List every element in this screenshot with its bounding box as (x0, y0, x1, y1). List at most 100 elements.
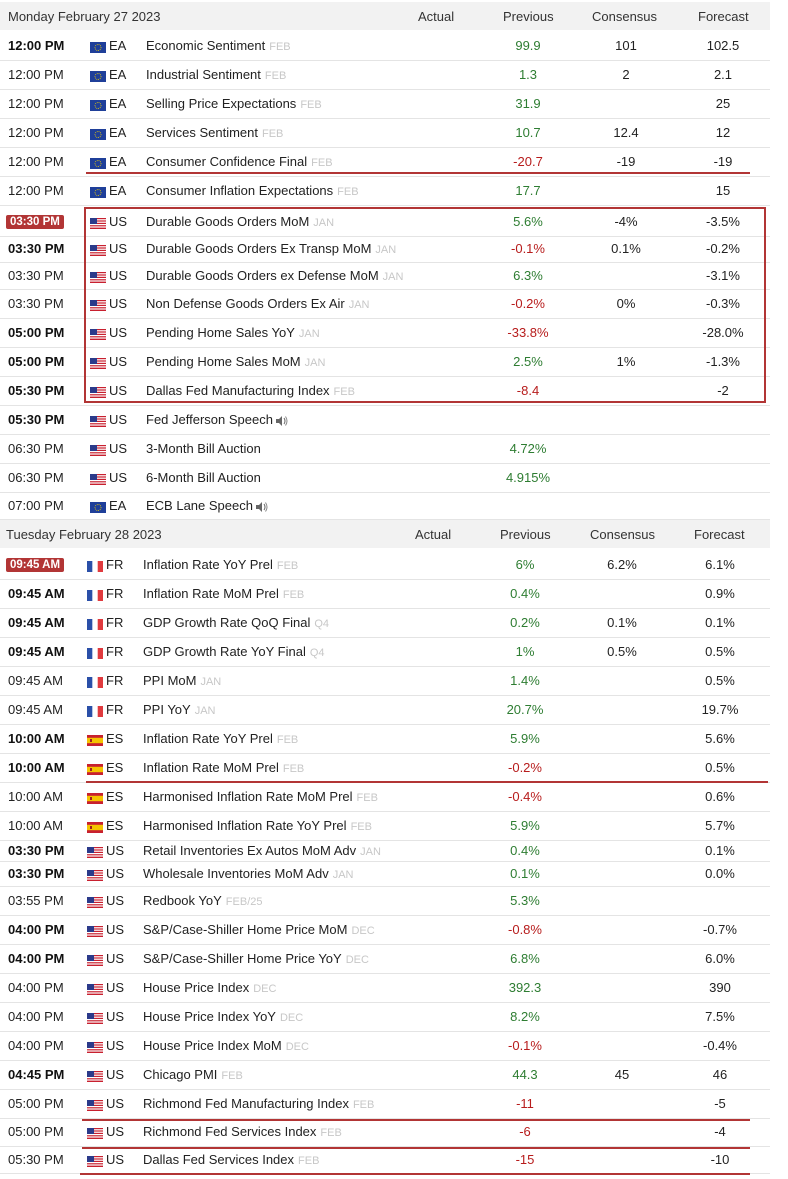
calendar-row[interactable]: 03:55 PM US Redbook YoY FEB/25 5.3% (0, 886, 770, 916)
event-item[interactable]: Retail Inventories Ex Autos MoM Adv JAN (143, 843, 381, 858)
calendar-row[interactable]: 04:00 PM US House Price Index DEC 392.3 390 (0, 973, 770, 1003)
event-name[interactable]: Pending Home Sales YoY (146, 325, 295, 340)
event-item[interactable]: Chicago PMI FEB (143, 1067, 243, 1082)
calendar-row[interactable]: 04:45 PM US Chicago PMI FEB 44.3 45 46 (0, 1060, 770, 1090)
event-item[interactable]: Selling Price Expectations FEB (146, 96, 322, 111)
event-item[interactable]: House Price Index MoM DEC (143, 1038, 309, 1053)
event-item[interactable]: PPI YoY JAN (143, 702, 216, 717)
event-item[interactable]: Economic Sentiment FEB (146, 38, 291, 53)
calendar-row[interactable]: 09:45 AM FR Inflation Rate YoY Prel FEB 6% 6.… (0, 550, 770, 580)
event-item[interactable]: GDP Growth Rate YoY Final Q4 (143, 644, 325, 659)
calendar-row[interactable]: 09:45 AM FR GDP Growth Rate QoQ Final Q4 0.2… (0, 608, 770, 638)
calendar-row[interactable]: 05:00 PM US Pending Home Sales YoY JAN -33.8… (0, 318, 770, 348)
event-name[interactable]: Economic Sentiment (146, 38, 266, 53)
event-item[interactable]: Inflation Rate MoM Prel FEB (143, 760, 304, 775)
event-name[interactable]: GDP Growth Rate YoY Final (143, 644, 306, 659)
calendar-row[interactable]: 12:00 PM EA Services Sentiment FEB 10.7 12.4 1… (0, 118, 770, 148)
event-name[interactable]: Richmond Fed Manufacturing Index (143, 1096, 349, 1111)
calendar-row[interactable]: 06:30 PM US 6-Month Bill Auction 4.915% (0, 463, 770, 493)
event-name[interactable]: Harmonised Inflation Rate YoY Prel (143, 818, 347, 833)
event-name[interactable]: Fed Jefferson Speech (146, 412, 273, 427)
calendar-row[interactable]: 05:00 PM US Richmond Fed Manufacturing Ind… (0, 1089, 770, 1119)
event-name[interactable]: Richmond Fed Services Index (143, 1124, 317, 1139)
calendar-row[interactable]: 09:45 AM FR GDP Growth Rate YoY Final Q4 1% 0… (0, 637, 770, 667)
event-name[interactable]: Non Defense Goods Orders Ex Air (146, 296, 345, 311)
event-name[interactable]: Retail Inventories Ex Autos MoM Adv (143, 843, 357, 858)
event-item[interactable]: Inflation Rate YoY Prel FEB (143, 557, 298, 572)
event-item[interactable]: Inflation Rate YoY Prel FEB (143, 731, 298, 746)
calendar-row[interactable]: 03:30 PM US Retail Inventories Ex Autos Mo… (0, 840, 770, 862)
calendar-row[interactable]: 12:00 PM EA Consumer Confidence Final FEB -2… (0, 147, 770, 177)
event-item[interactable]: Harmonised Inflation Rate YoY Prel FEB (143, 818, 372, 833)
event-item[interactable]: Non Defense Goods Orders Ex Air JAN (146, 296, 369, 311)
calendar-row[interactable]: 12:00 PM EA Industrial Sentiment FEB 1.3 2 2.1 (0, 60, 770, 90)
event-item[interactable]: Inflation Rate MoM Prel FEB (143, 586, 304, 601)
calendar-row[interactable]: 03:30 PM US Durable Goods Orders ex Defens… (0, 262, 770, 290)
event-item[interactable]: ECB Lane Speech (146, 498, 268, 513)
event-name[interactable]: PPI YoY (143, 702, 191, 717)
event-name[interactable]: House Price Index MoM (143, 1038, 282, 1053)
event-item[interactable]: Consumer Confidence Final FEB (146, 154, 333, 169)
event-name[interactable]: Inflation Rate YoY Prel (143, 731, 273, 746)
event-name[interactable]: Inflation Rate YoY Prel (143, 557, 273, 572)
calendar-row[interactable]: 03:30 PM US Durable Goods Orders Ex Transp… (0, 236, 770, 263)
event-name[interactable]: Chicago PMI (143, 1067, 218, 1082)
event-item[interactable]: Fed Jefferson Speech (146, 412, 288, 427)
event-name[interactable]: Wholesale Inventories MoM Adv (143, 866, 329, 881)
event-name[interactable]: Redbook YoY (143, 893, 222, 908)
calendar-row[interactable]: 05:00 PM US Pending Home Sales MoM JAN 2.5% 1… (0, 347, 770, 377)
event-item[interactable]: Durable Goods Orders Ex Transp MoM JAN (146, 241, 396, 256)
event-item[interactable]: PPI MoM JAN (143, 673, 221, 688)
event-item[interactable]: House Price Index YoY DEC (143, 1009, 303, 1024)
calendar-row[interactable]: 10:00 AM ES Harmonised Inflation Rate YoY … (0, 811, 770, 841)
calendar-row[interactable]: 09:45 AM FR Inflation Rate MoM Prel FEB 0.4%… (0, 579, 770, 609)
event-item[interactable]: 6-Month Bill Auction (146, 470, 261, 485)
event-name[interactable]: ECB Lane Speech (146, 498, 253, 513)
calendar-row[interactable]: 05:30 PM US Fed Jefferson Speech (0, 405, 770, 435)
event-name[interactable]: S&P/Case-Shiller Home Price MoM (143, 922, 348, 937)
event-name[interactable]: 3-Month Bill Auction (146, 441, 261, 456)
calendar-row[interactable]: 04:00 PM US House Price Index YoY DEC 8.2% 7.… (0, 1002, 770, 1032)
calendar-row[interactable]: 10:00 AM ES Harmonised Inflation Rate MoM … (0, 782, 770, 812)
calendar-row[interactable]: 10:00 AM ES Inflation Rate YoY Prel FEB 5.9%… (0, 724, 770, 754)
event-item[interactable]: Durable Goods Orders ex Defense MoM JAN (146, 268, 403, 283)
event-item[interactable]: Wholesale Inventories MoM Adv JAN (143, 866, 353, 881)
event-item[interactable]: Pending Home Sales MoM JAN (146, 354, 325, 369)
event-item[interactable]: Services Sentiment FEB (146, 125, 283, 140)
event-name[interactable]: Dallas Fed Manufacturing Index (146, 383, 330, 398)
event-name[interactable]: Industrial Sentiment (146, 67, 261, 82)
event-name[interactable]: Inflation Rate MoM Prel (143, 586, 279, 601)
calendar-row[interactable]: 04:00 PM US House Price Index MoM DEC -0.1% -… (0, 1031, 770, 1061)
event-item[interactable]: Pending Home Sales YoY JAN (146, 325, 320, 340)
event-name[interactable]: House Price Index YoY (143, 1009, 276, 1024)
event-item[interactable]: Dallas Fed Services Index FEB (143, 1152, 319, 1167)
event-name[interactable]: 6-Month Bill Auction (146, 470, 261, 485)
calendar-row[interactable]: 03:30 PM US Non Defense Goods Orders Ex Ai… (0, 289, 770, 319)
event-name[interactable]: S&P/Case-Shiller Home Price YoY (143, 951, 342, 966)
calendar-row[interactable]: 09:45 AM FR PPI YoY JAN 20.7% 19.7% (0, 695, 770, 725)
event-item[interactable]: Dallas Fed Manufacturing Index FEB (146, 383, 355, 398)
event-name[interactable]: Durable Goods Orders Ex Transp MoM (146, 241, 372, 256)
event-name[interactable]: Consumer Confidence Final (146, 154, 308, 169)
event-item[interactable]: Consumer Inflation Expectations FEB (146, 183, 359, 198)
event-name[interactable]: PPI MoM (143, 673, 197, 688)
calendar-row[interactable]: 12:00 PM EA Consumer Inflation Expectation… (0, 176, 770, 206)
event-item[interactable]: Durable Goods Orders MoM JAN (146, 214, 334, 229)
calendar-row[interactable]: 05:00 PM US Richmond Fed Services Index FEB… (0, 1118, 770, 1147)
calendar-row[interactable]: 07:00 PM EA ECB Lane Speech (0, 492, 770, 520)
event-item[interactable]: House Price Index DEC (143, 980, 276, 995)
calendar-row[interactable]: 10:00 AM ES Inflation Rate MoM Prel FEB -0.2… (0, 753, 770, 783)
event-item[interactable]: S&P/Case-Shiller Home Price MoM DEC (143, 922, 375, 937)
event-name[interactable]: Consumer Inflation Expectations (146, 183, 334, 198)
event-item[interactable]: 3-Month Bill Auction (146, 441, 261, 456)
event-name[interactable]: Selling Price Expectations (146, 96, 297, 111)
calendar-row[interactable]: 05:30 PM US Dallas Fed Services Index FEB -1… (0, 1146, 770, 1174)
calendar-row[interactable]: 04:00 PM US S&P/Case-Shiller Home Price Mo… (0, 915, 770, 945)
event-item[interactable]: Redbook YoY FEB/25 (143, 893, 262, 908)
calendar-row[interactable]: 09:45 AM FR PPI MoM JAN 1.4% 0.5% (0, 666, 770, 696)
calendar-row[interactable]: 12:00 PM EA Economic Sentiment FEB 99.9 101 10… (0, 31, 770, 61)
event-name[interactable]: Durable Goods Orders ex Defense MoM (146, 268, 379, 283)
event-item[interactable]: GDP Growth Rate QoQ Final Q4 (143, 615, 329, 630)
event-name[interactable]: House Price Index (143, 980, 250, 995)
calendar-row[interactable]: 12:00 PM EA Selling Price Expectations FEB 3… (0, 89, 770, 119)
